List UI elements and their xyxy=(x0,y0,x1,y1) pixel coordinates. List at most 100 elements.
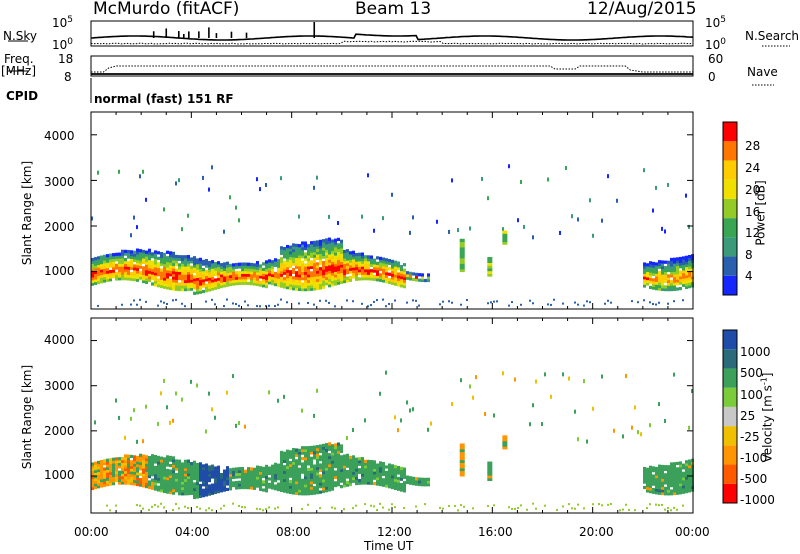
heatmap-cell xyxy=(676,271,679,275)
heatmap-cell xyxy=(295,246,298,250)
heatmap-cell xyxy=(97,272,100,276)
heatmap-cell xyxy=(157,458,160,462)
heatmap-cell xyxy=(187,473,190,477)
heatmap-cell xyxy=(199,279,202,283)
heatmap-cell xyxy=(139,461,142,466)
heatmap-cell xyxy=(304,257,307,262)
heatmap-cell xyxy=(502,446,508,450)
heatmap-cell xyxy=(643,299,645,302)
heatmap-cell xyxy=(142,484,145,488)
heatmap-cell xyxy=(679,466,682,471)
heatmap-cell xyxy=(301,408,303,413)
heatmap-cell xyxy=(328,458,331,462)
heatmap-cell xyxy=(106,262,109,266)
heatmap-cell xyxy=(307,462,310,466)
heatmap-cell xyxy=(652,474,655,478)
heatmap-cell xyxy=(214,482,217,486)
heatmap-cell xyxy=(247,469,250,474)
heatmap-cell xyxy=(187,285,190,289)
heatmap-cell xyxy=(376,466,379,470)
heatmap-cell xyxy=(652,281,655,285)
heatmap-cell xyxy=(403,489,406,493)
heatmap-cell xyxy=(664,478,667,482)
heatmap-cell xyxy=(229,274,232,278)
heatmap-cell xyxy=(205,471,208,475)
heatmap-cell xyxy=(106,472,109,476)
heatmap-cell xyxy=(148,485,151,490)
heatmap-cell xyxy=(142,476,145,480)
heatmap-cell xyxy=(358,271,361,276)
heatmap-cell xyxy=(154,272,157,276)
heatmap-cell xyxy=(166,468,169,473)
heatmap-cell xyxy=(226,280,229,285)
heatmap-cell xyxy=(379,273,382,277)
heatmap-cell xyxy=(328,445,331,449)
heatmap-cell xyxy=(136,267,139,271)
heatmap-cell xyxy=(265,481,268,485)
heatmap-cell xyxy=(274,507,276,510)
heatmap-cell xyxy=(112,266,115,270)
heatmap-cell xyxy=(343,255,346,259)
heatmap-cell xyxy=(187,265,190,270)
heatmap-cell xyxy=(415,482,418,486)
heatmap-cell xyxy=(679,483,682,487)
heatmap-cell xyxy=(238,469,241,474)
heatmap-cell xyxy=(265,508,267,511)
heatmap-cell xyxy=(343,470,346,474)
heatmap-cell xyxy=(484,412,486,417)
heatmap-cell xyxy=(256,261,259,265)
heatmap-cell xyxy=(271,478,274,482)
heatmap-cell xyxy=(340,280,343,284)
heatmap-cell xyxy=(316,445,319,449)
heatmap-cell xyxy=(376,468,379,473)
heatmap-cell xyxy=(286,255,289,260)
heatmap-cell xyxy=(652,270,655,274)
heatmap-cell xyxy=(226,471,229,475)
heatmap-cell xyxy=(325,478,328,482)
heatmap-cell xyxy=(664,467,667,472)
heatmap-cell xyxy=(676,480,679,485)
heatmap-cell xyxy=(223,472,226,476)
heatmap-cell xyxy=(133,460,136,464)
heatmap-cell xyxy=(664,266,667,270)
heatmap-cell xyxy=(286,449,289,453)
heatmap-cell xyxy=(661,276,664,281)
heatmap-cell xyxy=(379,391,381,396)
heatmap-cell xyxy=(142,266,145,270)
heatmap-cell xyxy=(313,185,315,190)
heatmap-cell xyxy=(406,276,409,280)
heatmap-cell xyxy=(253,486,256,490)
heatmap-cell xyxy=(244,469,247,473)
heatmap-cell xyxy=(229,266,232,270)
heatmap-cell xyxy=(310,475,313,479)
heatmap-cell xyxy=(313,469,316,474)
heatmap-cell xyxy=(361,457,364,461)
heatmap-cell xyxy=(97,264,100,268)
heatmap-cell xyxy=(658,480,661,485)
heatmap-cell xyxy=(187,263,190,267)
heatmap-cell xyxy=(196,269,199,273)
heatmap-cell xyxy=(136,458,139,462)
heatmap-cell xyxy=(163,263,166,267)
heatmap-cell xyxy=(220,481,223,485)
heatmap-cell xyxy=(193,275,196,279)
heatmap-cell xyxy=(193,267,196,271)
heatmap-cell xyxy=(169,284,172,288)
heatmap-cell xyxy=(304,473,307,477)
heatmap-cell xyxy=(292,284,295,288)
heatmap-cell xyxy=(196,277,199,281)
heatmap-cell xyxy=(361,476,364,480)
heatmap-cell xyxy=(298,282,301,286)
heatmap-cell xyxy=(373,468,376,472)
heatmap-cell xyxy=(364,465,367,469)
heatmap-cell xyxy=(175,260,178,264)
heatmap-cell xyxy=(328,237,331,241)
heatmap-cell xyxy=(367,258,370,262)
heatmap-cell xyxy=(232,475,235,480)
heatmap-cell xyxy=(139,257,142,261)
heatmap-cell xyxy=(103,459,106,463)
heatmap-cell xyxy=(133,463,136,467)
heatmap-cell xyxy=(166,482,169,486)
heatmap-cell xyxy=(136,474,139,478)
heatmap-cell xyxy=(544,504,546,507)
